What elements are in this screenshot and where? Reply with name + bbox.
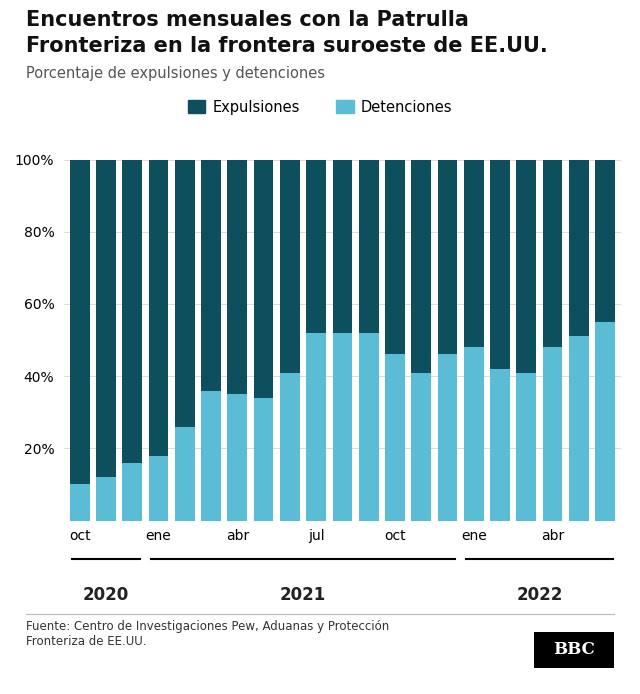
Bar: [516, 160, 536, 373]
Text: 2020: 2020: [83, 586, 129, 604]
Text: Porcentaje de expulsiones y detenciones: Porcentaje de expulsiones y detenciones: [26, 66, 324, 81]
Bar: [569, 337, 589, 520]
Bar: [201, 160, 221, 391]
Text: Encuentros mensuales con la Patrulla: Encuentros mensuales con la Patrulla: [26, 10, 468, 31]
Bar: [70, 160, 90, 484]
Bar: [543, 160, 563, 347]
Bar: [464, 347, 484, 520]
Bar: [253, 398, 273, 520]
Bar: [569, 160, 589, 337]
Bar: [490, 160, 510, 369]
Bar: [595, 160, 615, 322]
Bar: [333, 333, 352, 520]
Bar: [148, 455, 168, 520]
Bar: [280, 373, 300, 520]
Bar: [385, 355, 404, 520]
Bar: [122, 463, 142, 520]
Bar: [595, 322, 615, 520]
Bar: [122, 160, 142, 463]
Text: Fuente: Centro de Investigaciones Pew, Aduanas y Protección
Fronteriza de EE.UU.: Fuente: Centro de Investigaciones Pew, A…: [26, 620, 389, 648]
Bar: [543, 347, 563, 520]
Bar: [359, 160, 378, 333]
Bar: [490, 369, 510, 520]
Bar: [96, 477, 116, 520]
Bar: [96, 160, 116, 477]
Bar: [438, 355, 458, 520]
Bar: [70, 484, 90, 520]
Bar: [464, 160, 484, 347]
Bar: [227, 160, 247, 394]
Bar: [359, 333, 378, 520]
Bar: [175, 427, 195, 520]
Bar: [333, 160, 352, 333]
Bar: [148, 160, 168, 455]
Legend: Expulsiones, Detenciones: Expulsiones, Detenciones: [182, 94, 458, 121]
Bar: [253, 160, 273, 398]
Text: Fronteriza en la frontera suroeste de EE.UU.: Fronteriza en la frontera suroeste de EE…: [26, 36, 547, 56]
Bar: [438, 160, 458, 355]
Bar: [307, 160, 326, 333]
Bar: [412, 373, 431, 520]
Bar: [201, 391, 221, 520]
Bar: [227, 394, 247, 520]
Bar: [280, 160, 300, 373]
Text: BBC: BBC: [554, 641, 595, 658]
Bar: [175, 160, 195, 427]
Text: 2022: 2022: [516, 586, 563, 604]
Bar: [385, 160, 404, 355]
Text: 2021: 2021: [280, 586, 326, 604]
Bar: [516, 373, 536, 520]
Bar: [412, 160, 431, 373]
Bar: [307, 333, 326, 520]
